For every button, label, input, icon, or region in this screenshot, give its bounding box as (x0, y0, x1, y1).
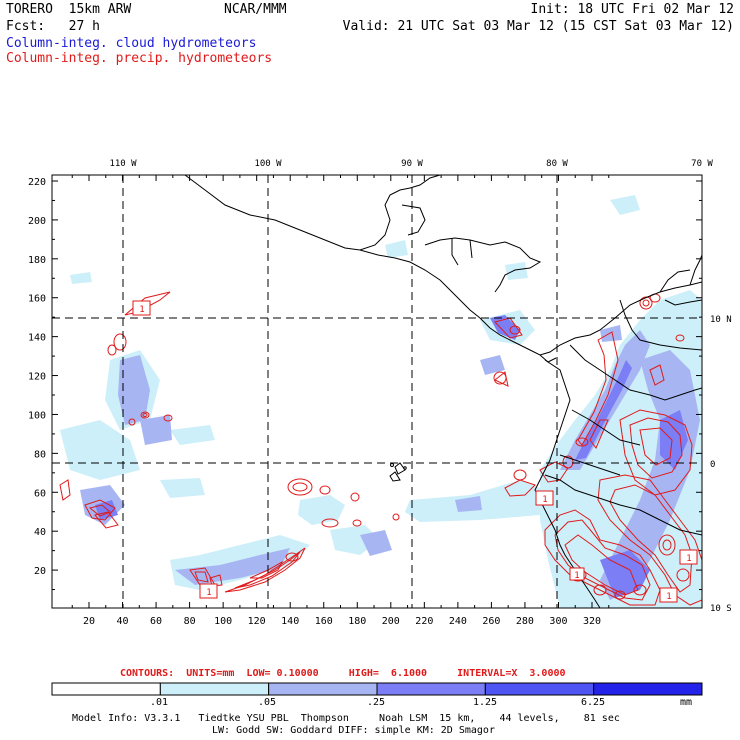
svg-text:1: 1 (139, 305, 144, 315)
y-tick-label: 120 (28, 372, 46, 383)
svg-text:1: 1 (206, 588, 211, 598)
y-tick-label: 20 (34, 566, 46, 577)
colorbar (51, 682, 703, 696)
x-tick-label: 320 (583, 616, 601, 627)
lat-label: 10 S (710, 604, 732, 614)
contour-label: 1 (569, 567, 585, 581)
x-tick-label: 300 (549, 616, 567, 627)
y-tick-label: 60 (34, 488, 46, 499)
x-tick-label: 280 (516, 616, 534, 627)
svg-text:1: 1 (542, 495, 547, 505)
model-info: Model Info: V3.3.1 Tiedtke YSU PBL Thomp… (72, 713, 620, 724)
contour-label: 1 (679, 549, 698, 565)
svg-text:1: 1 (686, 554, 691, 564)
x-tick-label: 200 (382, 616, 400, 627)
x-tick-labels: 20 40 60 80 100 120 140 160 180 200 220 240 260 280 30… (83, 616, 601, 627)
colorbar-swatch (268, 682, 378, 696)
x-tick-label: 40 (117, 616, 129, 627)
coastlines (184, 175, 702, 608)
y-tick-label: 140 (28, 333, 46, 344)
cloud-hydrometeor-shading (60, 195, 702, 608)
colorbar-swatch (376, 682, 486, 696)
x-tick-label: 120 (248, 616, 266, 627)
lat-label: 10 N (710, 315, 732, 325)
colorbar-swatch (484, 682, 595, 696)
contour-label: 1 (132, 300, 151, 316)
colorbar-unit: mm (679, 697, 693, 708)
x-tick-label: 260 (482, 616, 500, 627)
lon-label: 70 W (691, 159, 713, 169)
colorbar-swatch (159, 682, 270, 696)
x-tick-label: 80 (184, 616, 196, 627)
contour-label: 1 (199, 583, 218, 599)
lon-label: 80 W (546, 159, 568, 169)
x-tick-label: 20 (83, 616, 95, 627)
x-tick-label: 180 (348, 616, 366, 627)
x-tick-label: 160 (315, 616, 333, 627)
colorbar-swatch (51, 682, 161, 696)
valid-time: Valid: 21 UTC Sat 03 Mar 12 (15 CST Sat … (342, 19, 734, 34)
init-time: Init: 18 UTC Fri 02 Mar 12 (530, 2, 735, 17)
colorbar-level: .25 (366, 697, 386, 708)
y-tick-label: 220 (28, 177, 46, 188)
top-lon-labels: 110 W 100 W 90 W 80 W 70 W (109, 159, 713, 169)
axis-ticks (52, 175, 702, 608)
x-tick-label: 100 (214, 616, 232, 627)
contour-label: 1 (659, 587, 678, 603)
lat-lon-grid (52, 175, 702, 608)
lat-label: 0 (710, 460, 715, 470)
y-tick-label: 180 (28, 255, 46, 266)
forecast-hour: Fcst: 27 h (6, 19, 100, 34)
colorbar-level: .01 (149, 697, 169, 708)
model-info-physics: LW: Godd SW: Goddard DIFF: simple KM: 2D… (212, 725, 495, 736)
cloud-field-label: Column-integ. cloud hydrometeors (6, 36, 257, 51)
org-name: NCAR/MMM (224, 2, 287, 17)
right-lat-labels: 10 N 0 10 S (710, 315, 732, 614)
colorbar-swatch (593, 682, 703, 696)
contour-label: 1 (535, 490, 554, 506)
svg-text:1: 1 (574, 571, 579, 581)
y-tick-label: 160 (28, 294, 46, 305)
x-tick-label: 220 (415, 616, 433, 627)
x-tick-label: 140 (281, 616, 299, 627)
x-tick-label: 240 (449, 616, 467, 627)
contours-info: CONTOURS: UNITS=mm LOW= 0.10000 HIGH= 6.… (120, 668, 566, 679)
y-tick-label: 40 (34, 527, 46, 538)
lon-label: 110 W (109, 159, 137, 169)
colorbar-level: 1.25 (472, 697, 498, 708)
y-tick-label: 100 (28, 410, 46, 421)
y-tick-label: 80 (34, 449, 46, 460)
x-tick-label: 60 (150, 616, 162, 627)
precip-field-label: Column-integ. precip. hydrometeors (6, 51, 273, 66)
y-tick-label: 200 (28, 216, 46, 227)
colorbar-level: 6.25 (580, 697, 606, 708)
colorbar-level: .05 (257, 697, 277, 708)
lon-label: 90 W (401, 159, 423, 169)
lon-label: 100 W (254, 159, 282, 169)
plot-frame (51, 174, 703, 609)
model-name: TORERO 15km ARW (6, 2, 132, 17)
contour-label-boxes: 1 1 1 1 1 1 (132, 300, 698, 603)
y-tick-labels: 220 200 180 160 140 120 100 80 60 40 20 (28, 177, 46, 577)
svg-text:1: 1 (666, 592, 671, 602)
